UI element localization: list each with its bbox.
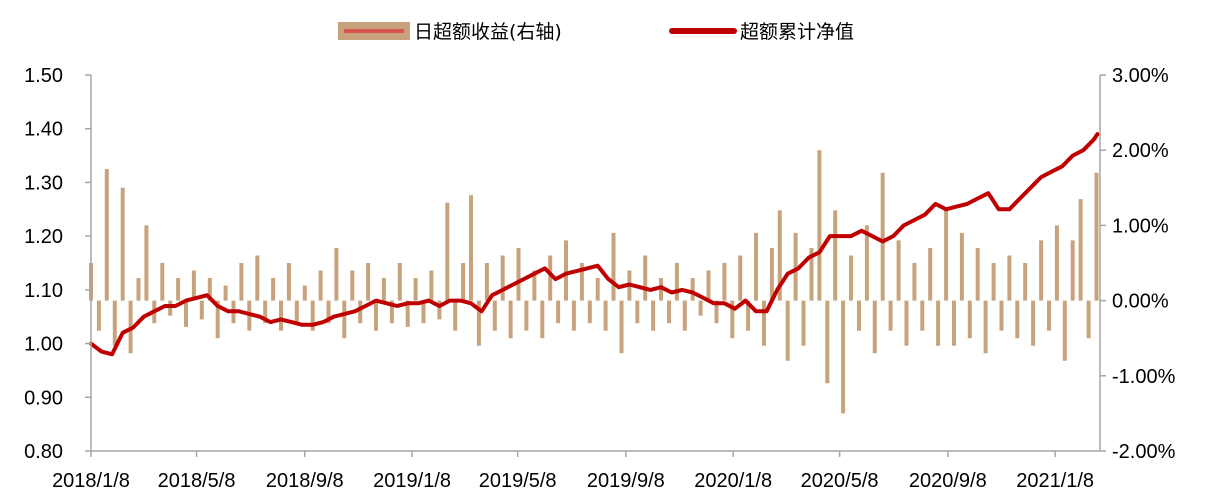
y-right-tick-label: 0.00%: [1112, 291, 1169, 313]
x-tick-label: 2018/9/8: [266, 470, 344, 492]
x-tick-label: 2019/9/8: [587, 470, 665, 492]
y-left-tick-label: 1.40: [24, 119, 63, 141]
y-left-tick-label: 1.00: [24, 334, 63, 356]
legend-item-cumulative: 超额累计净值: [669, 21, 854, 43]
daily-excess-bars: [89, 150, 1099, 414]
x-tick-label: 2019/1/8: [373, 470, 451, 492]
y-left-tick-label: 1.50: [24, 65, 63, 87]
cumulative-nav-line: [89, 132, 1100, 357]
x-tick-label: 2018/1/8: [52, 470, 130, 492]
y-left-tick-label: 0.80: [24, 441, 63, 463]
y-left-tick-label: 1.30: [24, 172, 63, 194]
legend-label-cumulative: 超额累计净值: [740, 21, 854, 43]
y-right-tick-label: -2.00%: [1112, 441, 1176, 463]
x-tick-label: 2020/9/8: [909, 470, 987, 492]
y-left-tick-label: 0.90: [24, 387, 63, 409]
axes: 0.80 0.90 1.00 1.10 1.20 1.30 1.40 1.50 -2.00% -1…: [24, 65, 1176, 492]
legend-label-daily-excess: 日超额收益(右轴): [414, 21, 562, 43]
x-tick-label: 2019/5/8: [479, 470, 557, 492]
y-left-tick-label: 1.20: [24, 226, 63, 248]
legend: 日超额收益(右轴) 超额累计净值: [338, 21, 854, 43]
x-tick-label: 2021/1/8: [1016, 470, 1094, 492]
legend-item-daily-excess: 日超额收益(右轴): [338, 21, 562, 43]
y-right-tick-label: -1.00%: [1112, 366, 1176, 388]
x-tick-label: 2020/5/8: [801, 470, 879, 492]
x-tick-label: 2020/1/8: [694, 470, 772, 492]
y-left-tick-label: 1.10: [24, 280, 63, 302]
y-right-tick-label: 3.00%: [1112, 65, 1169, 87]
y-right-tick-label: 1.00%: [1112, 215, 1169, 237]
x-tick-label: 2018/5/8: [158, 470, 236, 492]
y-right-tick-label: 2.00%: [1112, 140, 1169, 162]
